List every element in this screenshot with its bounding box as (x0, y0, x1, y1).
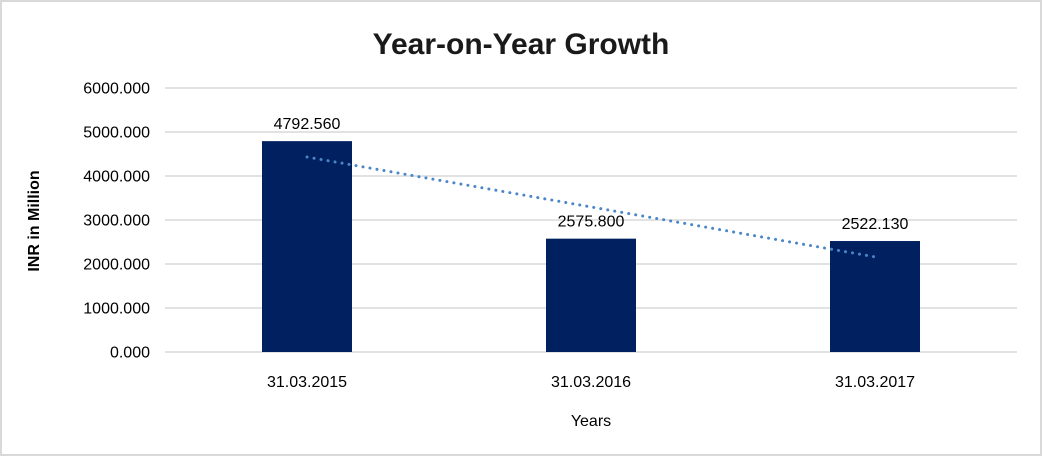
x-tick-label: 31.03.2017 (835, 374, 915, 391)
y-tick-label: 6000.000 (83, 81, 150, 98)
chart-title: Year-on-Year Growth (373, 28, 670, 61)
bar (830, 241, 920, 352)
y-tick-label: 4000.000 (83, 169, 150, 186)
x-axis-tick-labels: 31.03.2015 31.03.2016 31.03.2017 (267, 374, 915, 391)
bar (262, 141, 352, 352)
y-tick-label: 0.000 (110, 345, 150, 362)
x-tick-label: 31.03.2016 (551, 374, 631, 391)
y-tick-label: 2000.000 (83, 257, 150, 274)
bar-value-label: 2575.800 (558, 214, 625, 231)
bar-value-label: 4792.560 (274, 116, 341, 133)
bar-value-label: 2522.130 (842, 216, 909, 233)
y-tick-label: 3000.000 (83, 213, 150, 230)
data-labels: 4792.560 2575.800 2522.130 (274, 116, 909, 233)
x-tick-label: 31.03.2015 (267, 374, 347, 391)
y-tick-label: 5000.000 (83, 125, 150, 142)
bar (546, 238, 636, 352)
bar-series (262, 141, 920, 352)
y-tick-label: 1000.000 (83, 301, 150, 318)
y-axis-tick-labels: 0.000 1000.000 2000.000 3000.000 4000.000 500… (83, 81, 150, 362)
x-axis-title: Years (571, 413, 611, 430)
y-axis-title: INR in Million (26, 170, 43, 271)
